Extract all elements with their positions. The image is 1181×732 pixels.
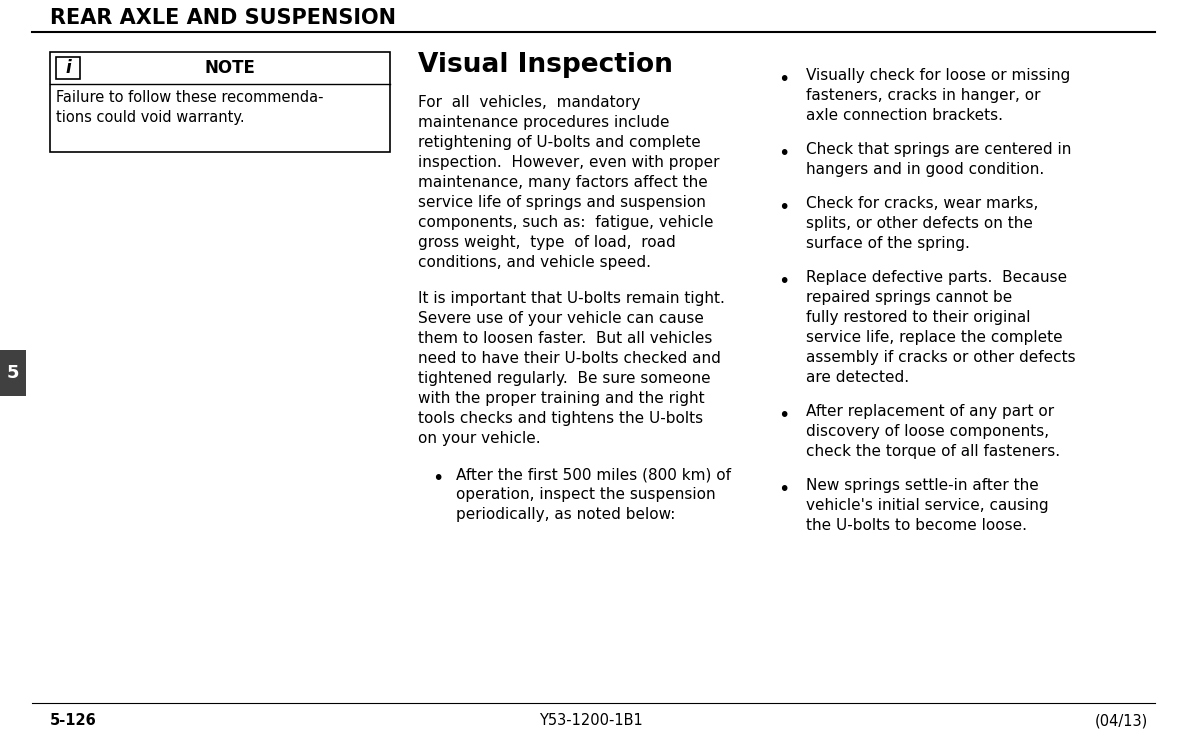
Text: tightened regularly.  Be sure someone: tightened regularly. Be sure someone: [418, 371, 711, 386]
FancyBboxPatch shape: [56, 57, 80, 79]
Text: discovery of loose components,: discovery of loose components,: [805, 424, 1049, 439]
Text: Visual Inspection: Visual Inspection: [418, 52, 673, 78]
Text: NOTE: NOTE: [204, 59, 255, 77]
Text: Replace defective parts.  Because: Replace defective parts. Because: [805, 270, 1068, 285]
Text: i: i: [65, 59, 71, 77]
Text: the U-bolts to become loose.: the U-bolts to become loose.: [805, 518, 1027, 533]
Text: •: •: [778, 198, 789, 217]
Text: periodically, as noted below:: periodically, as noted below:: [456, 507, 676, 522]
Text: (04/13): (04/13): [1095, 713, 1148, 728]
Text: repaired springs cannot be: repaired springs cannot be: [805, 290, 1012, 305]
Text: Visually check for loose or missing: Visually check for loose or missing: [805, 68, 1070, 83]
Text: It is important that U-bolts remain tight.: It is important that U-bolts remain tigh…: [418, 291, 725, 306]
Text: maintenance procedures include: maintenance procedures include: [418, 115, 670, 130]
Text: 5-126: 5-126: [50, 713, 97, 728]
Text: conditions, and vehicle speed.: conditions, and vehicle speed.: [418, 255, 651, 270]
Text: Check that springs are centered in: Check that springs are centered in: [805, 142, 1071, 157]
Text: After replacement of any part or: After replacement of any part or: [805, 404, 1055, 419]
Text: fasteners, cracks in hanger, or: fasteners, cracks in hanger, or: [805, 88, 1040, 103]
Text: fully restored to their original: fully restored to their original: [805, 310, 1031, 325]
Text: •: •: [778, 480, 789, 499]
Text: retightening of U-bolts and complete: retightening of U-bolts and complete: [418, 135, 700, 150]
Text: After the first 500 miles (800 km) of: After the first 500 miles (800 km) of: [456, 467, 731, 482]
Text: check the torque of all fasteners.: check the torque of all fasteners.: [805, 444, 1061, 459]
Text: Y53-1200-1B1: Y53-1200-1B1: [539, 713, 642, 728]
Text: •: •: [778, 70, 789, 89]
Text: vehicle's initial service, causing: vehicle's initial service, causing: [805, 498, 1049, 513]
Text: For  all  vehicles,  mandatory: For all vehicles, mandatory: [418, 95, 640, 110]
Text: New springs settle-in after the: New springs settle-in after the: [805, 478, 1039, 493]
Text: tions could void warranty.: tions could void warranty.: [56, 110, 244, 125]
Text: Severe use of your vehicle can cause: Severe use of your vehicle can cause: [418, 311, 704, 326]
FancyBboxPatch shape: [0, 350, 26, 396]
Text: 5: 5: [7, 364, 19, 382]
Text: gross weight,  type  of load,  road: gross weight, type of load, road: [418, 235, 676, 250]
FancyBboxPatch shape: [50, 52, 390, 152]
Text: surface of the spring.: surface of the spring.: [805, 236, 970, 251]
Text: Check for cracks, wear marks,: Check for cracks, wear marks,: [805, 196, 1038, 211]
Text: them to loosen faster.  But all vehicles: them to loosen faster. But all vehicles: [418, 331, 712, 346]
Text: are detected.: are detected.: [805, 370, 909, 385]
Text: •: •: [778, 144, 789, 163]
Text: maintenance, many factors affect the: maintenance, many factors affect the: [418, 175, 707, 190]
Text: service life, replace the complete: service life, replace the complete: [805, 330, 1063, 345]
Text: components, such as:  fatigue, vehicle: components, such as: fatigue, vehicle: [418, 215, 713, 230]
Text: Failure to follow these recommenda-: Failure to follow these recommenda-: [56, 90, 324, 105]
Text: •: •: [432, 469, 443, 488]
Text: with the proper training and the right: with the proper training and the right: [418, 391, 705, 406]
Text: service life of springs and suspension: service life of springs and suspension: [418, 195, 706, 210]
Text: hangers and in good condition.: hangers and in good condition.: [805, 162, 1044, 177]
Text: on your vehicle.: on your vehicle.: [418, 431, 541, 446]
Text: REAR AXLE AND SUSPENSION: REAR AXLE AND SUSPENSION: [50, 8, 396, 28]
Text: inspection.  However, even with proper: inspection. However, even with proper: [418, 155, 719, 170]
Text: •: •: [778, 272, 789, 291]
Text: axle connection brackets.: axle connection brackets.: [805, 108, 1003, 123]
Text: •: •: [778, 406, 789, 425]
Text: tools checks and tightens the U-bolts: tools checks and tightens the U-bolts: [418, 411, 703, 426]
Text: assembly if cracks or other defects: assembly if cracks or other defects: [805, 350, 1076, 365]
Text: operation, inspect the suspension: operation, inspect the suspension: [456, 487, 716, 502]
Text: need to have their U-bolts checked and: need to have their U-bolts checked and: [418, 351, 720, 366]
Text: splits, or other defects on the: splits, or other defects on the: [805, 216, 1033, 231]
